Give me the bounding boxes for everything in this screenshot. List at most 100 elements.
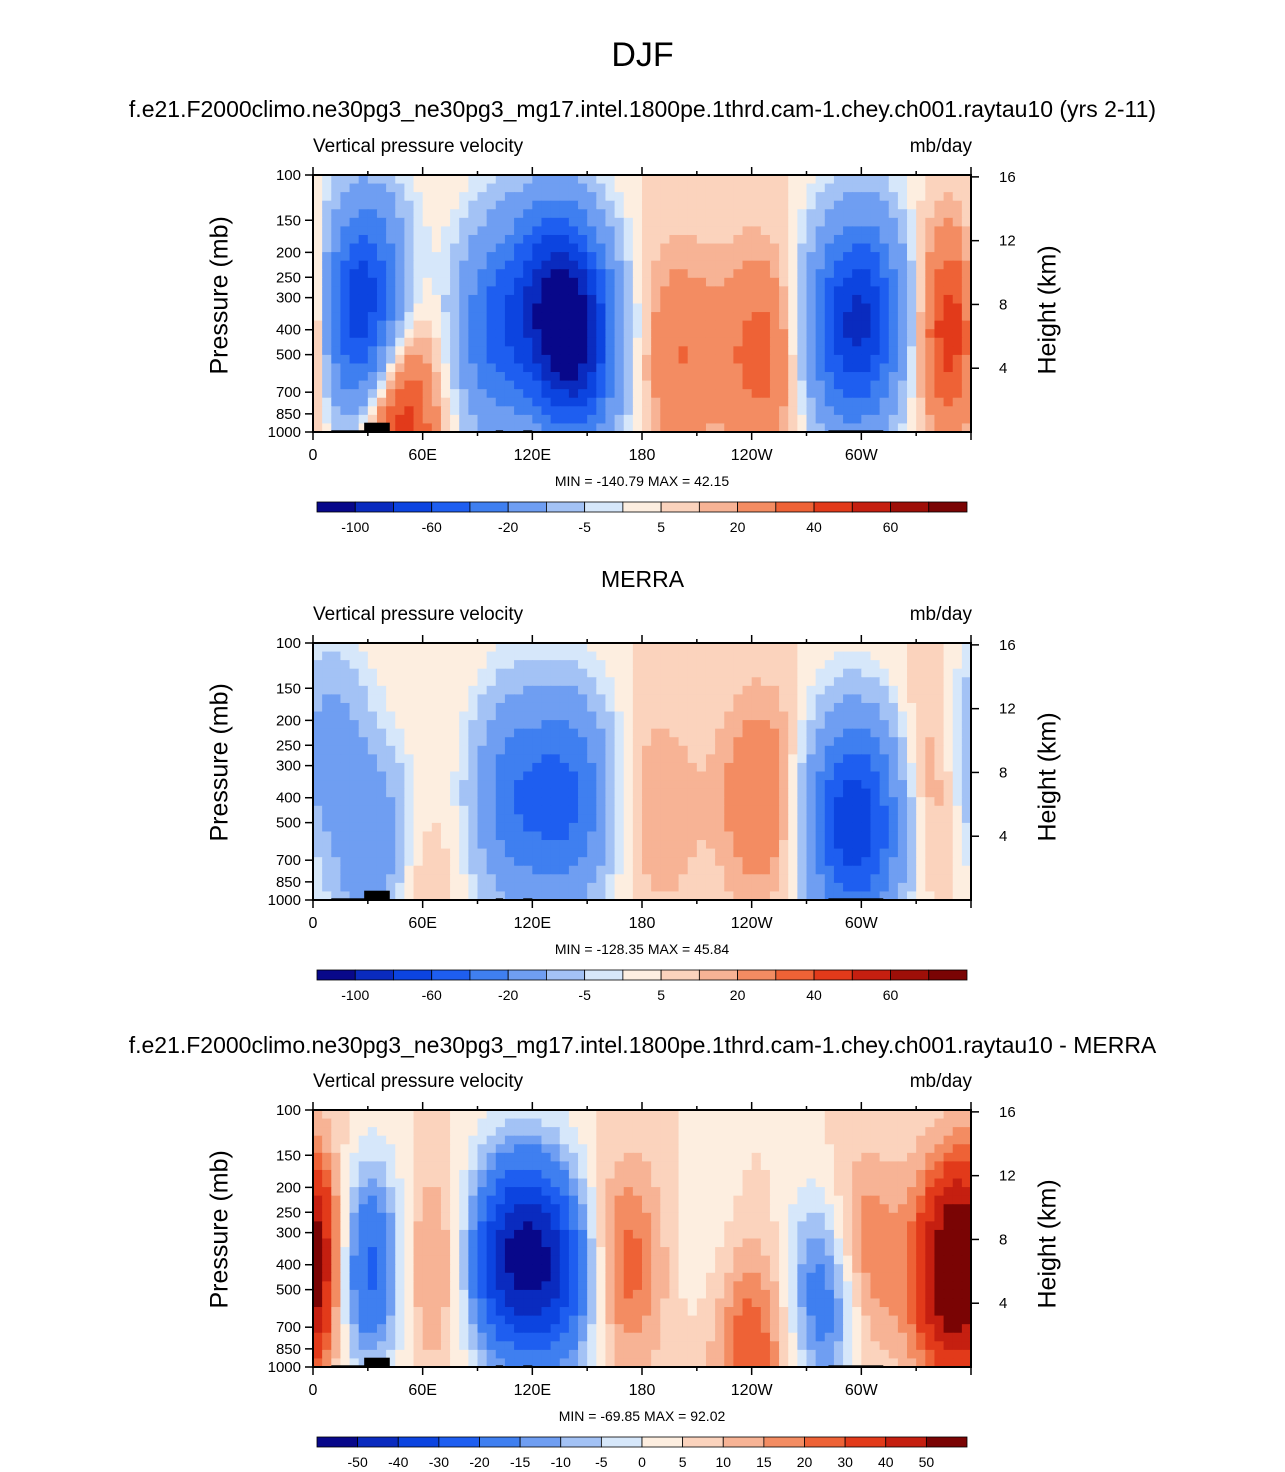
field-cell	[733, 1118, 744, 1128]
field-cell	[367, 372, 378, 382]
field-cell	[331, 423, 342, 433]
field-cell	[514, 234, 524, 245]
field-cell	[760, 217, 771, 227]
field-cell	[696, 728, 707, 738]
field-cell	[440, 337, 451, 347]
field-cell	[459, 1144, 469, 1154]
field-cell	[404, 312, 415, 322]
field-cell	[532, 200, 543, 210]
field-cell	[642, 389, 652, 399]
field-cell	[696, 312, 707, 322]
field-cell	[358, 1135, 369, 1145]
field-cell	[322, 423, 332, 433]
field-cell	[331, 720, 342, 730]
field-cell	[788, 1110, 798, 1120]
field-cell	[550, 711, 561, 721]
field-cell	[760, 269, 771, 279]
field-cell	[367, 1152, 378, 1162]
field-cell	[376, 762, 387, 773]
field-cell	[395, 209, 405, 219]
field-cell	[614, 337, 625, 347]
field-cell	[843, 848, 853, 858]
field-cell	[788, 234, 798, 245]
field-cell	[623, 797, 634, 807]
field-cell	[386, 694, 396, 704]
field-cell	[459, 294, 469, 305]
field-cell	[395, 720, 405, 730]
field-cell	[651, 243, 661, 253]
field-cell	[322, 677, 332, 687]
field-cell	[559, 720, 570, 730]
field-cell	[450, 728, 460, 738]
field-cell	[943, 720, 954, 730]
field-cell	[541, 745, 552, 755]
field-cell	[587, 252, 597, 262]
field-cell	[916, 380, 926, 390]
field-cell	[331, 874, 342, 884]
field-cell	[614, 643, 625, 653]
field-cell	[833, 643, 844, 653]
field-cell	[504, 1144, 515, 1154]
field-cell	[422, 651, 433, 661]
field-cell	[349, 200, 360, 210]
field-cell	[614, 200, 625, 210]
field-cell	[769, 754, 780, 764]
field-cell	[925, 1110, 936, 1120]
field-cell	[888, 711, 899, 721]
field-cell	[367, 209, 378, 219]
field-cell	[961, 754, 972, 764]
field-cell	[815, 1118, 826, 1128]
field-cell	[724, 840, 734, 850]
field-cell	[367, 780, 378, 790]
field-cell	[322, 192, 332, 202]
field-cell	[788, 1135, 798, 1145]
field-cell	[376, 882, 387, 893]
field-cell	[852, 192, 862, 202]
field-cell	[568, 389, 579, 399]
field-cell	[715, 677, 725, 687]
field-cell	[623, 209, 634, 219]
field-cell	[313, 414, 323, 425]
field-cell	[769, 882, 780, 893]
field-cell	[788, 848, 798, 858]
field-cell	[404, 814, 415, 824]
field-cell	[952, 346, 963, 356]
field-cell	[514, 423, 524, 433]
field-cell	[578, 831, 588, 841]
field-cell	[651, 312, 661, 322]
field-cell	[367, 234, 378, 245]
field-cell	[431, 200, 442, 210]
field-cell	[322, 234, 332, 245]
field-cell	[605, 183, 616, 193]
field-cell	[916, 762, 926, 773]
field-cell	[742, 312, 753, 322]
field-cell	[916, 346, 926, 356]
field-cell	[861, 805, 872, 815]
field-cell	[514, 702, 524, 713]
field-cell	[413, 175, 424, 185]
field-cell	[422, 840, 433, 850]
field-cell	[459, 805, 469, 815]
field-cell	[614, 771, 625, 781]
field-cell	[651, 745, 661, 755]
field-cell	[696, 805, 707, 815]
field-cell	[705, 200, 716, 210]
field-cell	[678, 389, 689, 399]
field-cell	[952, 737, 963, 747]
field-cell	[541, 805, 552, 815]
field-cell	[760, 1127, 771, 1137]
field-cell	[614, 805, 625, 815]
field-cell	[751, 1110, 762, 1120]
field-cell	[450, 312, 460, 322]
field-cell	[331, 1152, 342, 1162]
field-cell	[358, 1144, 369, 1154]
field-cell	[504, 234, 515, 245]
field-cell	[459, 720, 469, 730]
field-cell	[751, 1144, 762, 1154]
field-cell	[504, 1110, 515, 1120]
panel-3-right-string: mb/day	[909, 1071, 972, 1092]
field-cell	[395, 312, 405, 322]
field-cell	[559, 831, 570, 841]
field-cell	[568, 745, 579, 755]
panel-2-right-string: mb/day	[909, 604, 972, 625]
